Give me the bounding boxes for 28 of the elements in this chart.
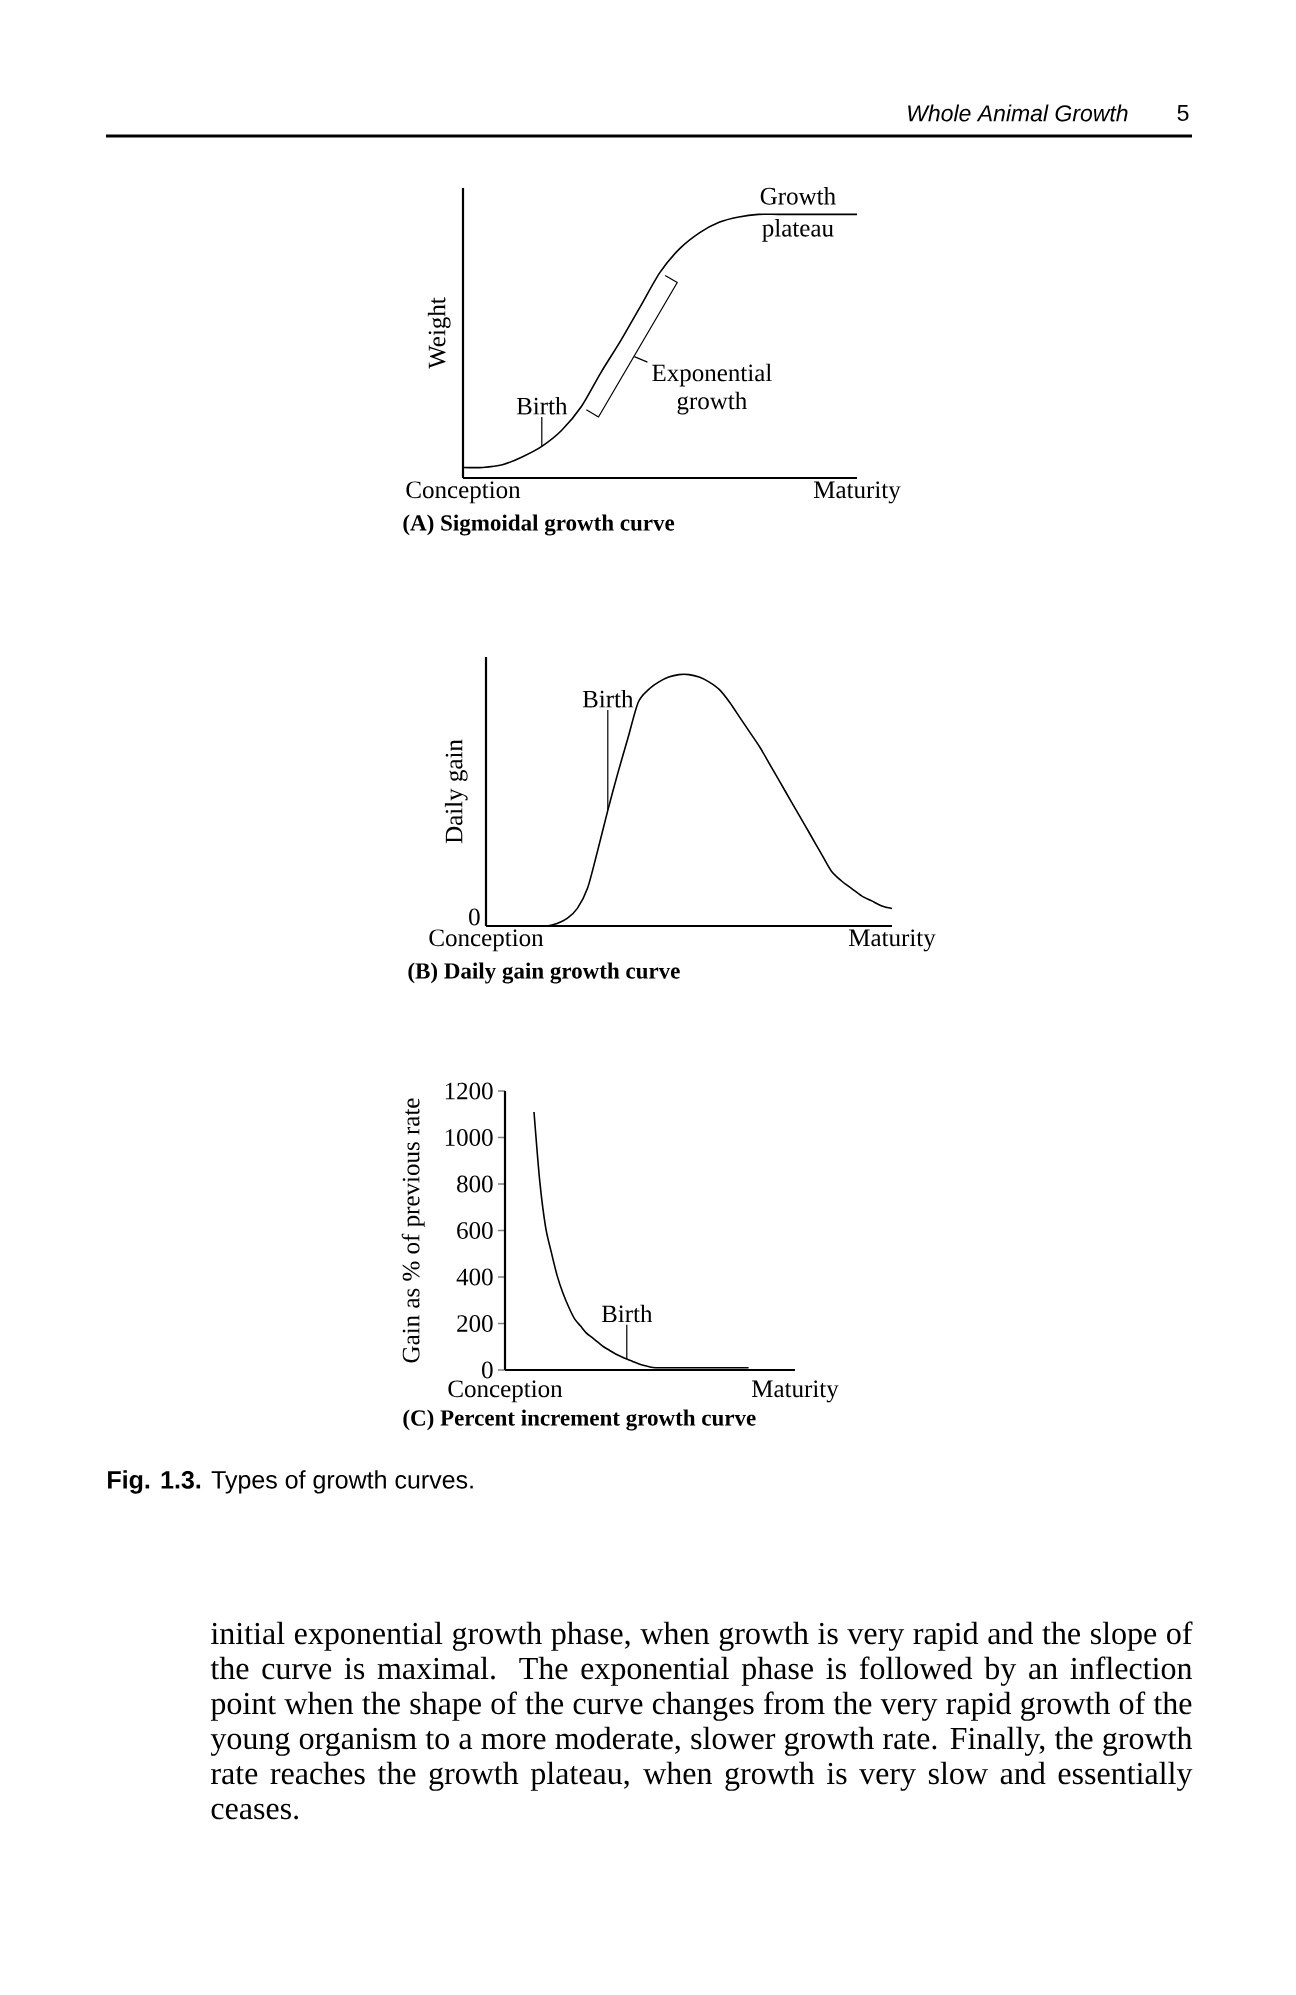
annotation: Growth plateau — [760, 187, 836, 242]
text: 5 — [1177, 104, 1189, 122]
x-tick-label: Conception — [406, 481, 521, 504]
annotation: Exponential growth — [652, 363, 772, 415]
text: (A) Sigmoidal growth curve — [403, 514, 675, 536]
y-tick-label: 200 — [457, 1315, 493, 1332]
x-tick-label: Maturity — [848, 929, 936, 952]
x-tick-label: Maturity — [751, 1380, 839, 1403]
text: initial exponential growth phase, when growth is very rapid and the slope of the curve is maximal. The exponential phase is followed by an inflection point when the shape of the curve changes from the very rapid growth of the young organism to a more moderate, slower growth rate. Finally, the growth rate reaches the growth plateau, when growth is very slow and essentially ceases. — [210, 1621, 1193, 1820]
y-tick-label: 800 — [457, 1175, 493, 1193]
text: Fig. 1.3. Types of growth curves. — [108, 1470, 473, 1494]
y-tick-label: 1000 — [445, 1129, 493, 1146]
x-tick-label: Maturity — [813, 481, 901, 504]
y-axis-title: Gain as % of previous rate — [401, 1098, 425, 1363]
annotation: Birth — [516, 396, 568, 415]
annotation: Birth — [582, 689, 634, 708]
x-tick-label: Conception — [448, 1380, 563, 1403]
y-tick-label: 1200 — [445, 1082, 493, 1100]
y-tick-label: 600 — [457, 1222, 493, 1239]
y-axis-title: Daily gain — [444, 739, 468, 844]
x-tick-label: Conception — [429, 929, 544, 952]
y-tick-label: 0 — [482, 1361, 493, 1379]
text: (B) Daily gain growth curve — [408, 962, 680, 984]
annotation: Birth — [601, 1304, 653, 1323]
text: (C) Percent increment growth curve — [403, 1409, 756, 1431]
y-axis-title: Weight — [427, 297, 451, 369]
text: Whole Animal Growth — [908, 104, 1128, 122]
y-tick-label: 400 — [456, 1268, 493, 1286]
